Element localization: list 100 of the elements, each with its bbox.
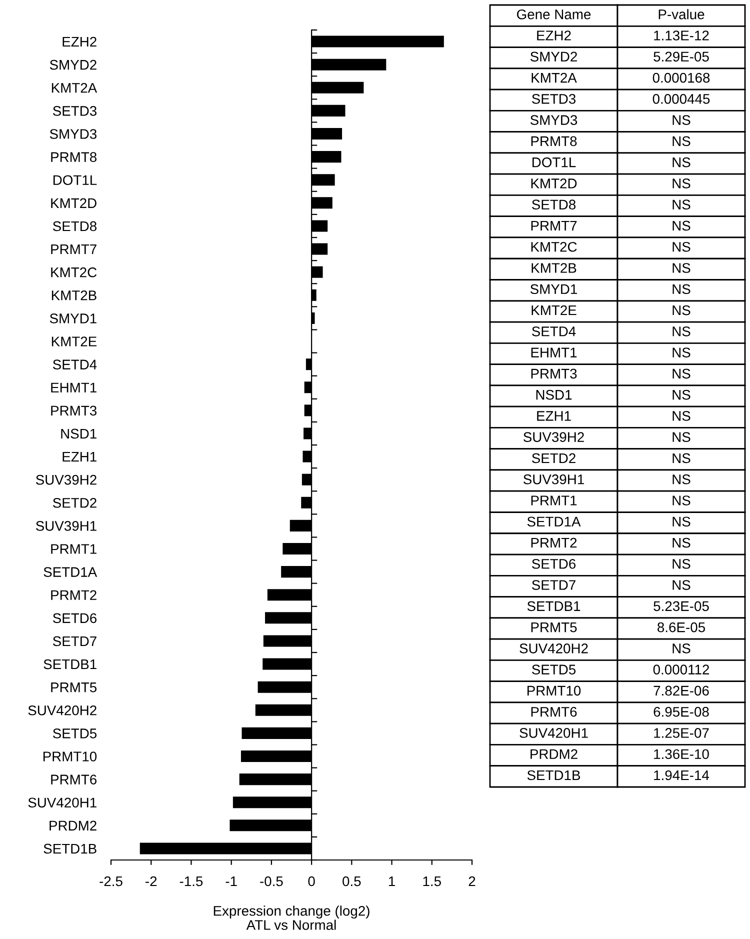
text: 6.95E-08 xyxy=(654,706,709,717)
y-tick-label: PRMT5 xyxy=(51,682,97,692)
text: NS xyxy=(672,305,690,316)
y-tick-label: SETD1B xyxy=(44,844,96,854)
y-tick-label: EHMT1 xyxy=(51,382,96,392)
y-tick-label: PRMT10 xyxy=(43,752,97,762)
text: 5.29E-05 xyxy=(654,52,709,62)
text: PRMT1 xyxy=(531,496,577,506)
text: KMT2C xyxy=(531,242,577,252)
text: KMT2A xyxy=(532,72,577,83)
y-tick-label: KMT2B xyxy=(52,290,96,300)
text: 7.82E-06 xyxy=(654,686,709,696)
text: ATL vs Normal xyxy=(246,920,336,930)
y-tick-label: SMYD1 xyxy=(50,314,96,324)
text: PRMT8 xyxy=(531,136,577,146)
text: PRMT5 xyxy=(531,622,577,632)
y-tick-label: SETD2 xyxy=(52,498,96,508)
y-tick-label: EZH1 xyxy=(62,452,96,462)
y-tick-label: SUV420H1 xyxy=(28,798,96,808)
text: 5.23E-05 xyxy=(654,601,709,612)
y-tick-label: KMT2D xyxy=(51,198,96,208)
y-tick-label: SETD7 xyxy=(52,636,96,646)
y-tick-label: SETD5 xyxy=(52,728,97,738)
text: NS xyxy=(672,157,690,168)
y-tick-label: SMYD3 xyxy=(50,129,96,139)
text: NS xyxy=(672,200,690,210)
y-tick-label: SETD6 xyxy=(52,613,96,624)
text: NS xyxy=(672,496,690,506)
y-tick-label: PRMT8 xyxy=(51,152,97,162)
text: SETD8 xyxy=(532,200,576,210)
text: NS xyxy=(672,263,690,273)
text: EZH1 xyxy=(537,411,571,421)
text: SETD4 xyxy=(532,326,576,336)
text: SETD1A xyxy=(527,516,581,527)
y-tick-label: SETD8 xyxy=(52,221,97,232)
x-tick-label: 1.5 xyxy=(423,876,441,886)
text: SUV39H1 xyxy=(524,474,584,484)
x-tick-label: 2 xyxy=(468,876,476,886)
x-tick-label: -2 xyxy=(146,876,157,886)
text: NS xyxy=(672,284,690,294)
text: SMYD3 xyxy=(530,115,578,125)
text: SMYD1 xyxy=(530,284,577,294)
y-tick-label: SUV39H2 xyxy=(36,474,96,485)
text: PRMT6 xyxy=(531,706,577,717)
y-tick-label: SMYD2 xyxy=(50,60,96,70)
x-tick-label: 0 xyxy=(308,876,315,886)
y-tick-label: SUV420H2 xyxy=(28,705,96,716)
text: 0.000445 xyxy=(652,94,710,104)
text: PRMT3 xyxy=(531,368,577,379)
text: 0.000112 xyxy=(653,664,710,674)
x-tick-label: -1.5 xyxy=(180,876,203,886)
text: NS xyxy=(672,644,690,654)
x-axis-title: Expression change (log2) xyxy=(214,906,370,919)
text: KMT2B xyxy=(532,263,576,273)
y-tick-label: PRMT1 xyxy=(51,544,96,554)
text: 1.13E-12 xyxy=(654,30,709,40)
y-tick-label: SETDB1 xyxy=(44,659,96,670)
text: SETD3 xyxy=(532,94,576,104)
y-tick-label: PRMT7 xyxy=(51,244,96,254)
text: NSD1 xyxy=(536,390,572,400)
y-tick-label: KMT2A xyxy=(52,82,98,93)
text: NS xyxy=(672,558,690,569)
x-tick-label: 0.5 xyxy=(342,876,361,886)
text: 1.36E-10 xyxy=(654,749,709,760)
y-tick-label: EZH2 xyxy=(62,36,96,47)
text: NS xyxy=(672,242,690,252)
text: NS xyxy=(672,326,690,336)
y-tick-label: PRMT3 xyxy=(51,406,96,416)
text: PRMT10 xyxy=(527,686,581,696)
text: SUV420H1 xyxy=(520,728,588,738)
text: NS xyxy=(672,368,690,379)
text: DOT1L xyxy=(532,157,576,168)
x-tick-label: 1 xyxy=(388,876,395,886)
text: 1.94E-14 xyxy=(654,770,710,780)
y-tick-label: PRDM2 xyxy=(50,820,96,830)
x-tick-label: -1 xyxy=(226,876,237,886)
text: SETD2 xyxy=(532,453,576,464)
text: KMT2E xyxy=(532,305,576,316)
text: NS xyxy=(672,580,690,590)
text: NS xyxy=(672,538,690,548)
category-label: Gene Name xyxy=(517,9,591,20)
text: SETD7 xyxy=(532,580,576,590)
y-tick-label: NSD1 xyxy=(61,428,96,439)
text: NS xyxy=(672,411,690,421)
text: SETDB1 xyxy=(527,601,580,612)
y-tick-label: DOT1L xyxy=(53,175,97,186)
y-tick-label: PRMT2 xyxy=(51,590,96,600)
y-tick-label: SETD3 xyxy=(52,106,96,116)
text: NS xyxy=(672,453,690,464)
text: PRDM2 xyxy=(530,749,578,759)
x-tick-label: -0.5 xyxy=(260,876,283,886)
text: 0.000168 xyxy=(652,72,710,83)
text: 1.25E-07 xyxy=(654,728,709,738)
text: PRMT2 xyxy=(531,538,577,548)
category-label: P-value xyxy=(658,9,704,20)
text: SETD5 xyxy=(532,664,576,674)
y-tick-label: SETD4 xyxy=(52,360,97,370)
y-tick-label: SETD1A xyxy=(44,567,98,577)
text: NS xyxy=(672,474,690,484)
text: NS xyxy=(672,348,690,358)
